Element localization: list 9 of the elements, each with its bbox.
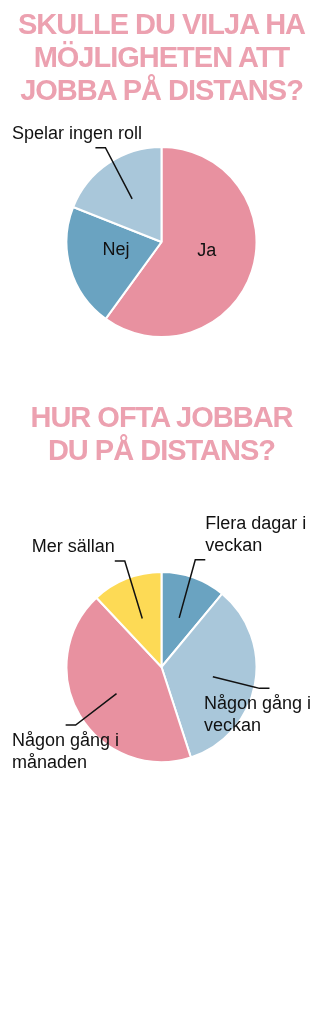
slice-label: Någon gång i veckan — [203, 693, 312, 736]
chart-title: SKULLE DU VILJA HA MÖJLIGHETEN ATT JOBBA PÅ DISTANS? — [16, 8, 307, 107]
slice-label: Spelar ingen roll — [12, 122, 143, 143]
slice-label: Nej — [102, 238, 130, 259]
chart-title: HUR OFTA JOBBAR DU PÅ DISTANS? — [29, 401, 294, 467]
slice-label: Mer sällan — [31, 535, 115, 556]
slice-label: Ja — [197, 239, 218, 260]
slice-label: Någon gång i månaden — [12, 730, 120, 772]
slice-label: Flera dagar i veckan — [205, 512, 307, 555]
